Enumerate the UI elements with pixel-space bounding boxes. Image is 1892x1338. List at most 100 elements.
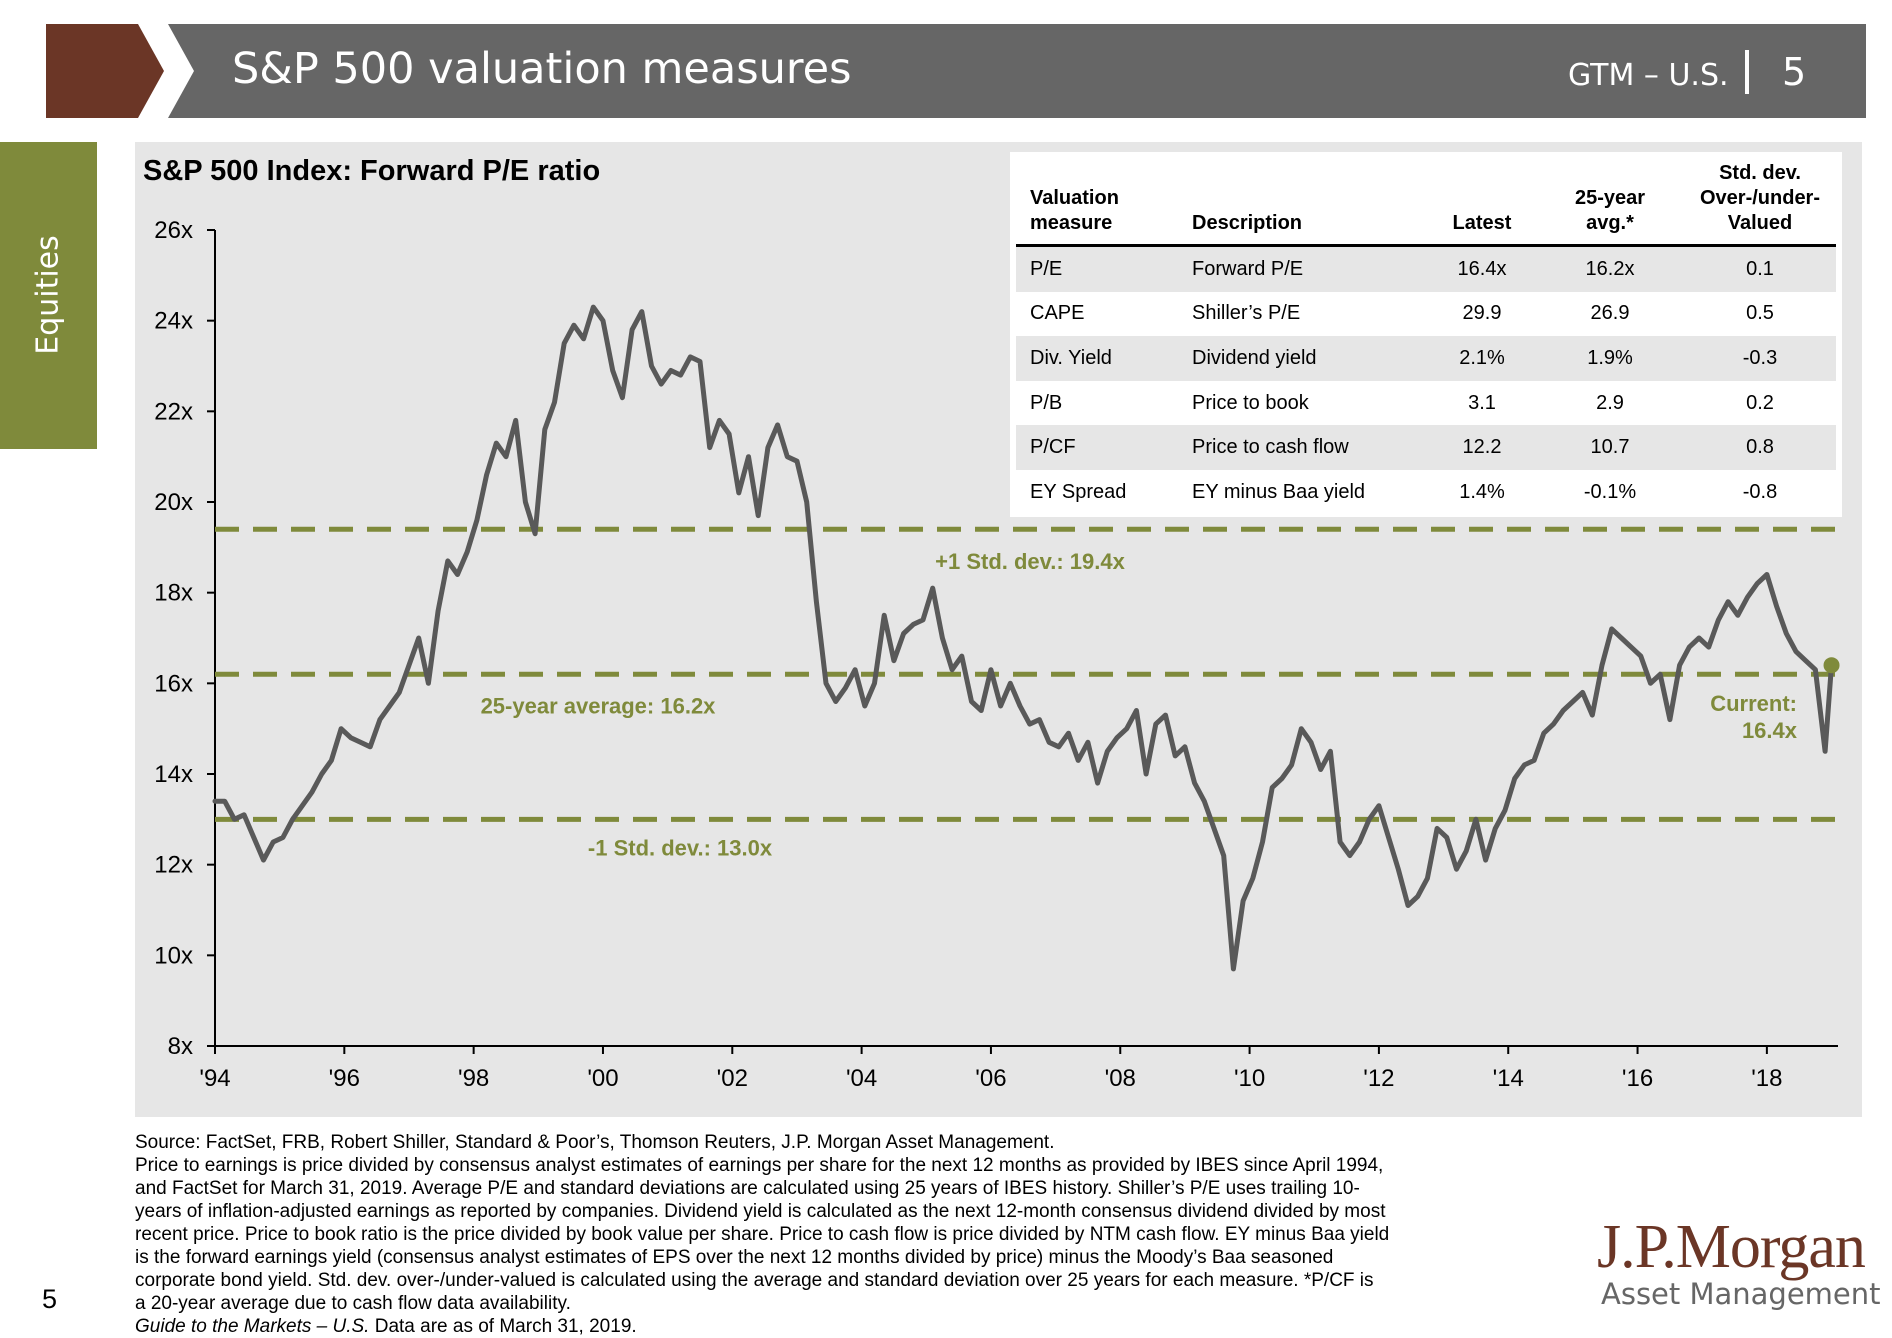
- table-cell: Dividend yield: [1178, 336, 1420, 381]
- y-tick-label: 24x: [154, 308, 193, 335]
- page-title: S&P 500 valuation measures: [232, 44, 852, 94]
- header-arrow: [46, 24, 164, 118]
- col-header-measure: Valuation measure: [1016, 157, 1178, 247]
- footnote-line: recent price. Price to book ratio is the…: [135, 1224, 1390, 1245]
- table-row: Div. Yield Dividend yield 2.1% 1.9% -0.3: [1016, 336, 1836, 381]
- guide-title: Guide to the Markets – U.S.: [135, 1316, 370, 1337]
- col-header-line: 25-year: [1574, 187, 1646, 209]
- x-tick-label: '10: [1234, 1065, 1265, 1092]
- table-cell: Shiller’s P/E: [1192, 302, 1301, 325]
- header-chevron-notch: [166, 24, 194, 118]
- table-cell: 0.1: [1676, 245, 1836, 292]
- x-tick-label: '02: [717, 1065, 748, 1092]
- table-row: P/B Price to book 3.1 2.9 0.2: [1016, 381, 1836, 426]
- footnote-line: Source: FactSet, FRB, Robert Shiller, St…: [135, 1132, 1055, 1153]
- table-row: EY Spread EY minus Baa yield 1.4% -0.1% -0.8: [1016, 470, 1836, 515]
- table-cell: Price to cash flow: [1178, 425, 1420, 470]
- table-cell: EY Spread: [1030, 480, 1127, 503]
- x-tick-label: '94: [199, 1065, 230, 1092]
- table-cell: 2.9: [1596, 391, 1624, 414]
- footnote: Source: FactSet, FRB, Robert Shiller, St…: [135, 1131, 1565, 1338]
- y-tick-label: 12x: [154, 852, 193, 879]
- table-cell: 12.2: [1420, 425, 1536, 470]
- x-tick-label: '06: [975, 1065, 1006, 1092]
- footnote-line: and FactSet for March 31, 2019. Average …: [135, 1178, 1360, 1199]
- logo-subtitle: Asset Management: [1601, 1277, 1881, 1311]
- chart-title: S&P 500 Index: Forward P/E ratio: [143, 155, 601, 187]
- table-cell: 16.2x: [1536, 245, 1676, 292]
- table-cell: 0.8: [1676, 425, 1836, 470]
- col-header-stddev: Std. dev. Over-/under- Valued: [1676, 157, 1836, 247]
- header-separator: [1745, 50, 1749, 94]
- current-label: Current:: [1710, 691, 1797, 716]
- table-row: P/E Forward P/E 16.4x 16.2x 0.1: [1016, 245, 1836, 292]
- table-cell: 1.4%: [1459, 480, 1505, 503]
- y-tick-label: 20x: [154, 489, 193, 516]
- current-value-dot: [1823, 657, 1840, 674]
- col-header-line: Valued: [1727, 212, 1793, 234]
- y-tick-label: 18x: [154, 580, 193, 607]
- table-body: P/E Forward P/E 16.4x 16.2x 0.1 CAPE Shiller’s…: [1016, 245, 1836, 515]
- y-tick-label: 26x: [154, 217, 193, 244]
- col-header-line: measure: [1030, 212, 1113, 234]
- table-cell: P/B: [1030, 391, 1063, 414]
- col-header-line: avg.*: [1586, 212, 1634, 234]
- table-cell: Price to book: [1192, 391, 1309, 414]
- jpmorgan-logo: J.P.Morgan: [1597, 1213, 1866, 1281]
- header-page-number: 5: [1782, 50, 1807, 94]
- footnote-line: years of inflation-adjusted earnings as …: [135, 1201, 1386, 1222]
- reference-lines: [215, 526, 1838, 822]
- table-cell: 29.9: [1462, 302, 1502, 325]
- x-tick-label: '16: [1622, 1065, 1653, 1092]
- y-tick-label: 8x: [168, 1033, 193, 1060]
- table-cell: 26.9: [1590, 302, 1630, 325]
- table-cell: 16.4x: [1420, 245, 1536, 292]
- table-cell: EY minus Baa yield: [1192, 480, 1366, 503]
- guide-date: Data are as of March 31, 2019.: [369, 1316, 637, 1337]
- col-header-line: Latest: [1452, 212, 1512, 234]
- reference-line-label: +1 Std. dev.: 19.4x: [935, 549, 1126, 574]
- col-header-avg: 25-year avg.*: [1536, 157, 1676, 247]
- page-number: 5: [42, 1284, 58, 1314]
- table-header-row: Valuation measure Description Latest 25-…: [1016, 157, 1836, 247]
- table-cell: 0.5: [1746, 302, 1774, 325]
- reference-line-label: 25-year average: 16.2x: [481, 693, 717, 718]
- valuation-table: Valuation measure Description Latest 25-…: [1016, 157, 1836, 515]
- reference-line-label: -1 Std. dev.: 13.0x: [588, 835, 773, 860]
- x-tick-label: '04: [846, 1065, 877, 1092]
- x-tick-label: '96: [329, 1065, 360, 1092]
- col-header-description: Description: [1178, 157, 1420, 247]
- table-cell: Forward P/E: [1178, 245, 1420, 292]
- table-cell: P/CF: [1016, 425, 1178, 470]
- x-tick-label: '00: [587, 1065, 618, 1092]
- table-cell: Div. Yield: [1016, 336, 1178, 381]
- col-header-line: Std. dev.: [1719, 162, 1801, 184]
- y-tick-label: 16x: [154, 670, 193, 697]
- table-cell: -0.1%: [1583, 480, 1637, 503]
- table-cell: 1.9%: [1536, 336, 1676, 381]
- table-cell: 0.2: [1746, 391, 1774, 414]
- footnote-line: Price to earnings is price divided by co…: [135, 1155, 1384, 1176]
- col-header-line: Valuation: [1030, 187, 1119, 209]
- table-cell: 3.1: [1468, 391, 1496, 414]
- footnote-guide-line: Guide to the Markets – U.S. Data are as …: [135, 1315, 1565, 1338]
- series-group: [212, 304, 1840, 972]
- footnote-line: corporate bond yield. Std. dev. over-/un…: [135, 1270, 1374, 1291]
- y-tick-label: 14x: [154, 761, 193, 788]
- pe-ratio-line: [212, 304, 1834, 972]
- x-tick-label: '14: [1493, 1065, 1524, 1092]
- table-row: CAPE Shiller’s P/E 29.9 26.9 0.5: [1016, 292, 1836, 337]
- header-bar: [166, 24, 1866, 118]
- x-tick-label: '18: [1751, 1065, 1782, 1092]
- table-cell: CAPE: [1030, 302, 1085, 325]
- gtm-label: GTM – U.S.: [1568, 58, 1729, 93]
- footnote-line: is the forward earnings yield (consensus…: [135, 1247, 1334, 1268]
- y-tick-label: 22x: [154, 398, 193, 425]
- footnote-line: a 20-year average due to cash flow data …: [135, 1293, 571, 1314]
- table-cell: P/E: [1016, 245, 1178, 292]
- x-tick-label: '98: [458, 1065, 489, 1092]
- current-value-label: 16.4x: [1742, 718, 1798, 743]
- chart-annotations: +1 Std. dev.: 19.4x 25-year average: 16.2…: [481, 549, 1798, 860]
- x-tick-label: '12: [1363, 1065, 1394, 1092]
